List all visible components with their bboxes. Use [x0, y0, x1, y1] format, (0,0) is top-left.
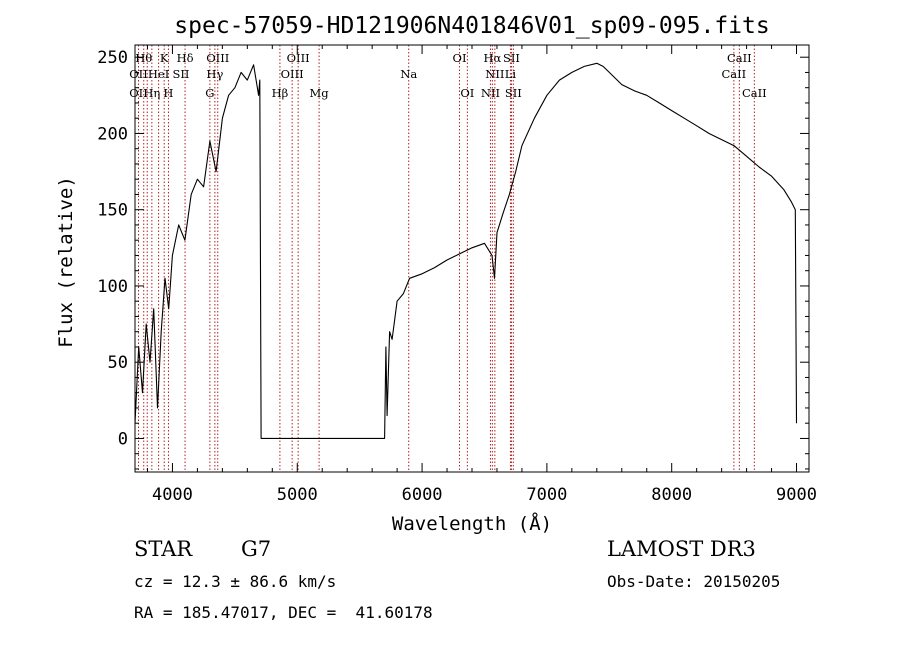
line-label: OIII — [206, 51, 229, 65]
line-label: K — [160, 51, 169, 65]
line-label: OIII — [287, 51, 310, 65]
line-label: OII — [129, 86, 148, 100]
series-layer — [134, 62, 798, 439]
line-markers — [137, 45, 755, 472]
plot-frame — [134, 44, 810, 473]
line-label: Hδ — [177, 51, 194, 65]
x-tick-label: 7000 — [526, 485, 567, 505]
y-tick-label: 150 — [97, 201, 128, 221]
x-tick-label: 5000 — [277, 485, 318, 505]
y-tick-label: 50 — [108, 353, 128, 373]
line-label: Na — [400, 67, 417, 81]
line-label: NII — [485, 67, 504, 81]
line-label: Hγ — [206, 67, 223, 81]
subclass: G7 — [241, 537, 272, 561]
line-label: OII — [129, 67, 148, 81]
redshift-readout: cz = 12.3 ± 86.6 km/s — [134, 572, 337, 591]
line-label: Mg — [310, 86, 330, 100]
line-label: SII — [503, 51, 520, 65]
obs-date: Obs-Date: 20150205 — [607, 572, 781, 591]
line-label: CaII — [727, 51, 752, 65]
line-label: G — [205, 86, 214, 100]
x-tick-label: 4000 — [152, 485, 193, 505]
line-label: Hβ — [272, 86, 289, 100]
spectrum-line — [134, 62, 798, 439]
x-tick-label: 9000 — [776, 485, 817, 505]
y-tick-label: 200 — [97, 124, 128, 144]
line-label: Hθ — [135, 51, 152, 65]
line-label: HeI — [148, 67, 169, 81]
line-label: OI — [453, 51, 467, 65]
x-axis-label: Wavelength (Å) — [392, 512, 552, 535]
x-tick-label: 6000 — [402, 485, 443, 505]
y-tick-label: 250 — [97, 48, 128, 68]
coordinates: RA = 185.47017, DEC = 41.60178 — [134, 603, 433, 622]
line-label: CaII — [742, 86, 767, 100]
survey-name: LAMOST DR3 — [607, 537, 756, 561]
y-axis-label: Flux (relative) — [55, 176, 77, 348]
line-label: H — [163, 86, 173, 100]
line-label: Li — [505, 67, 517, 81]
y-tick-label: 0 — [118, 429, 128, 449]
line-label: CaII — [721, 67, 746, 81]
chart-title: spec-57059-HD121906N401846V01_sp09-095.f… — [174, 13, 769, 39]
object-class: STAR — [134, 537, 193, 561]
line-label: SII — [172, 67, 189, 81]
y-tick-label: 100 — [97, 277, 128, 297]
axis-ticks: 4000 5000 6000 7000 8000 9000 0 50 100 150 200 250 — [97, 45, 817, 505]
line-label: Hα — [483, 51, 501, 65]
line-label: SII — [505, 86, 522, 100]
line-label: OI — [460, 86, 474, 100]
line-label: NII — [481, 86, 500, 100]
line-label: OIII — [281, 67, 304, 81]
line-label: Hη — [143, 86, 160, 100]
x-tick-label: 8000 — [651, 485, 692, 505]
